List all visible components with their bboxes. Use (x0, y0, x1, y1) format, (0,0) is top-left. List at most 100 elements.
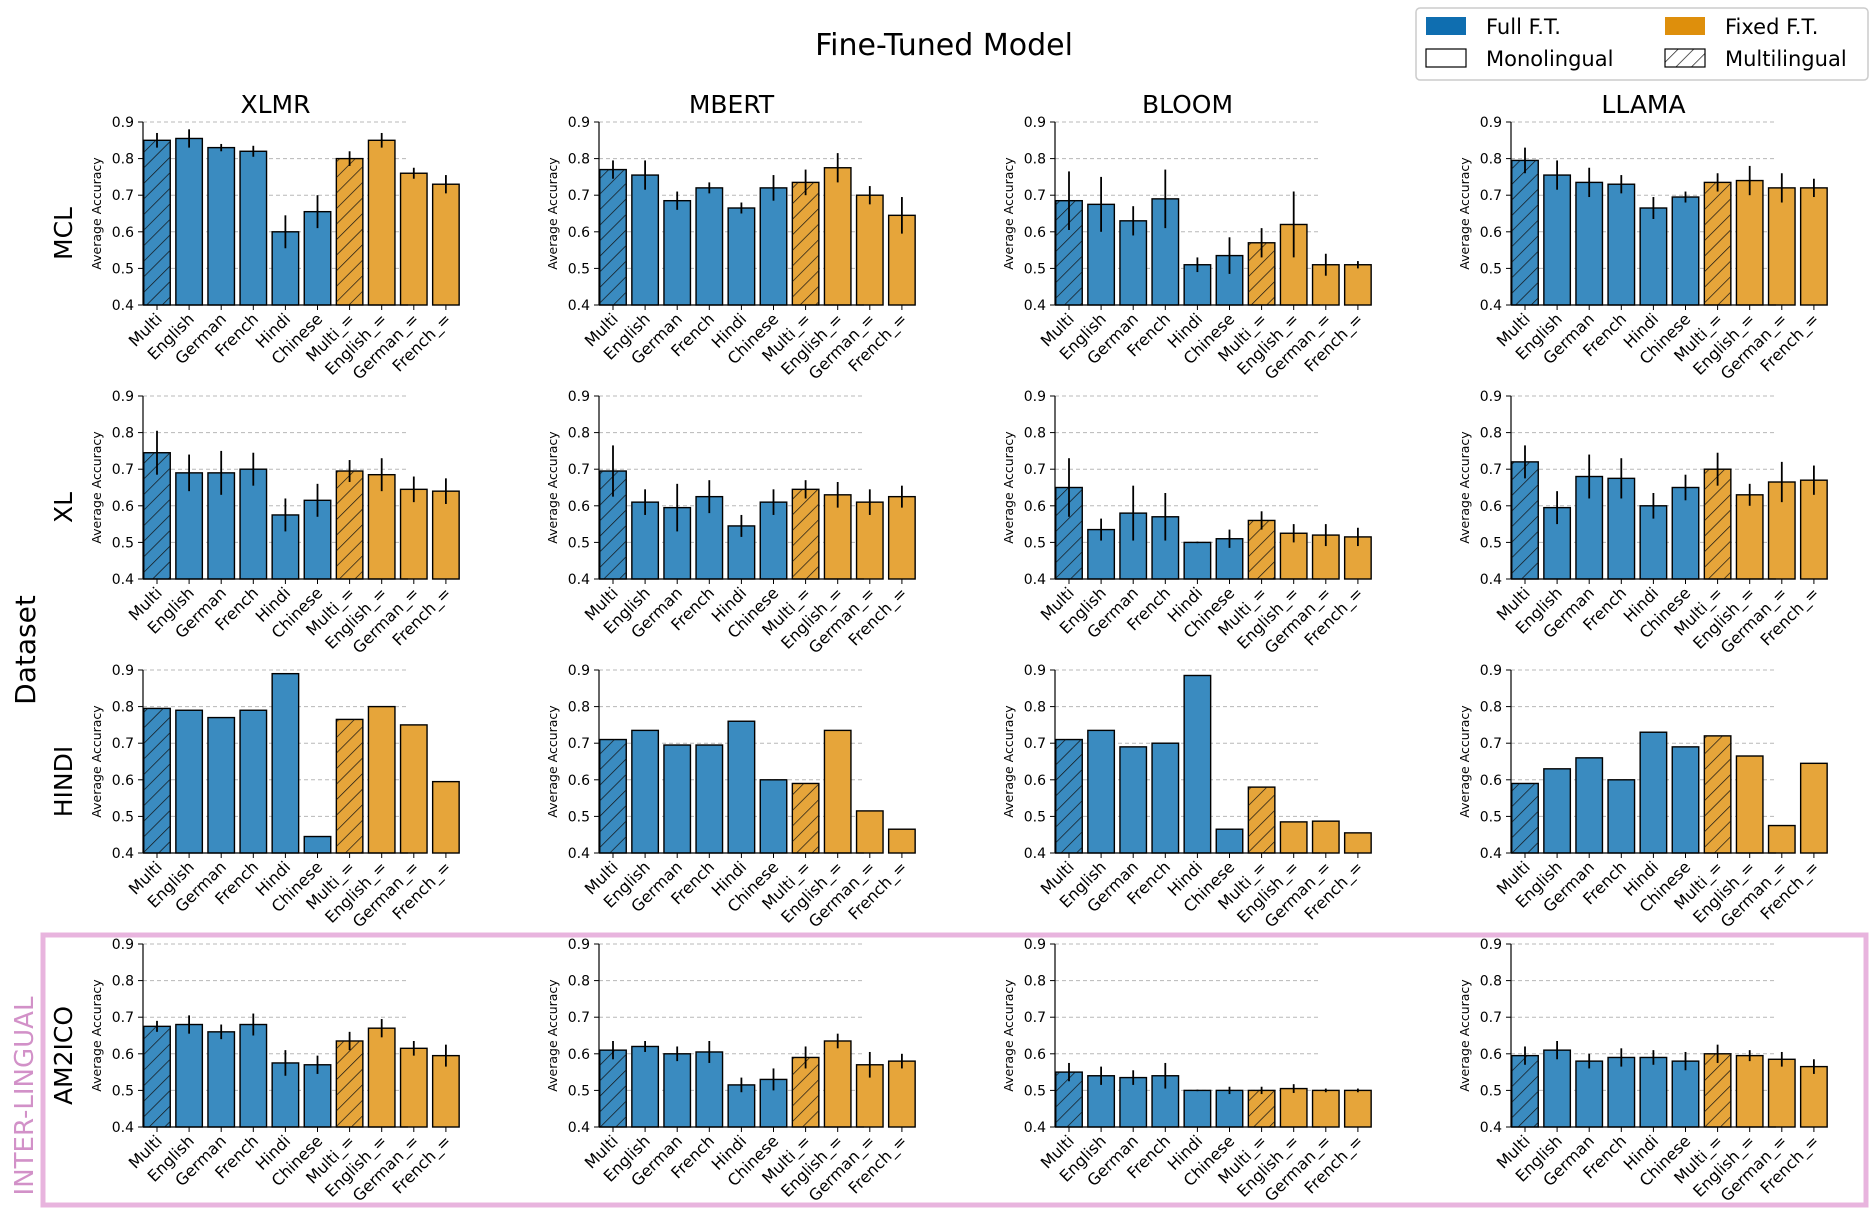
y-tick-label: 0.4 (1024, 1120, 1046, 1136)
bar-french (431, 183, 460, 306)
y-tick-label: 0.5 (1480, 261, 1502, 277)
bar-german (663, 1053, 692, 1128)
bar-multi-hatch (1704, 182, 1731, 305)
y-tick-label: 0.9 (1480, 115, 1502, 131)
bar-french (1607, 183, 1636, 306)
bar-english (1735, 755, 1764, 854)
bar-german (1311, 1089, 1340, 1128)
dataset-axis-label: Dataset (9, 595, 42, 705)
bar-multi-hatch (1055, 739, 1083, 853)
y-tick-label: 0.4 (1024, 298, 1046, 314)
bar-german (399, 724, 428, 854)
bar-multi-hatch (1511, 783, 1539, 853)
bar-multi-hatch (1704, 1053, 1731, 1127)
y-tick-label: 0.6 (112, 225, 134, 241)
y-tick-label: 0.5 (1024, 1083, 1046, 1099)
y-tick-label: 0.4 (1480, 846, 1502, 862)
bar-multi-hatch (792, 182, 819, 305)
bar-english (367, 139, 396, 306)
inter-lingual-label: INTER-LINGUAL (10, 996, 40, 1195)
bar-multi-hatch (143, 140, 171, 305)
model-title-bloom: BLOOM (1142, 90, 1233, 119)
bar-hindi (1183, 1089, 1212, 1128)
y-tick-label: 0.4 (112, 1120, 134, 1136)
y-tick-label: 0.8 (568, 152, 590, 168)
y-tick-label: 0.7 (112, 736, 134, 752)
y-tick-label: 0.9 (568, 937, 590, 953)
bar-french (431, 1054, 460, 1128)
y-tick-label: 0.9 (112, 937, 134, 953)
y-tick-label: 0.8 (568, 426, 590, 442)
dataset-label-xl: XL (49, 492, 78, 523)
bar-french (887, 214, 916, 306)
y-tick-label: 0.4 (112, 298, 134, 314)
y-tick-label: 0.4 (1024, 846, 1046, 862)
bar-multi-hatch (1511, 160, 1539, 305)
bar-multi-hatch (792, 1057, 819, 1127)
y-tick-label: 0.8 (1480, 152, 1502, 168)
y-axis-label: Average Accuracy (1001, 431, 1016, 544)
bar-multi-hatch (336, 158, 363, 305)
bar-hindi (1639, 731, 1668, 854)
bar-english (175, 709, 204, 854)
bar-english (1279, 1087, 1308, 1128)
bar-multi-hatch (1511, 461, 1539, 579)
y-tick-label: 0.7 (1024, 462, 1046, 478)
y-tick-label: 0.8 (1480, 426, 1502, 442)
bar-german (207, 716, 236, 854)
bar-french (1799, 1065, 1828, 1128)
y-tick-label: 0.9 (568, 115, 590, 131)
bar-english (631, 729, 660, 854)
y-axis-label: Average Accuracy (89, 705, 104, 818)
legend-multilingual-swatch (1664, 48, 1706, 68)
figure-title: Fine-Tuned Model (815, 28, 1073, 63)
y-axis-label: Average Accuracy (1457, 431, 1472, 544)
y-tick-label: 0.6 (112, 1047, 134, 1063)
y-tick-label: 0.9 (1024, 389, 1046, 405)
bar-chinese (303, 1064, 332, 1128)
bar-german (663, 744, 692, 854)
legend-multilingual-label: Multilingual (1725, 47, 1847, 71)
legend-monolingual-label: Monolingual (1486, 47, 1613, 71)
y-tick-label: 0.7 (568, 188, 590, 204)
bar-german (1575, 757, 1604, 854)
bar-french (695, 744, 724, 854)
y-tick-label: 0.9 (112, 663, 134, 679)
bar-french (1343, 1089, 1372, 1128)
y-tick-label: 0.8 (1024, 426, 1046, 442)
bar-chinese (1671, 196, 1700, 306)
y-tick-label: 0.7 (1480, 462, 1502, 478)
model-title-llama: LLAMA (1601, 90, 1685, 119)
y-tick-label: 0.7 (1024, 188, 1046, 204)
y-tick-label: 0.4 (1480, 572, 1502, 588)
bar-german (1767, 1058, 1796, 1128)
y-axis-label: Average Accuracy (1001, 979, 1016, 1092)
bar-french (431, 780, 460, 854)
bar-chinese (1671, 486, 1700, 580)
bar-english (823, 494, 852, 580)
y-axis-label: Average Accuracy (545, 705, 560, 818)
y-tick-label: 0.7 (1480, 188, 1502, 204)
y-tick-label: 0.9 (112, 389, 134, 405)
bar-chinese (1671, 746, 1700, 854)
y-tick-label: 0.7 (568, 462, 590, 478)
y-tick-label: 0.9 (1024, 115, 1046, 131)
bar-german (855, 810, 884, 854)
y-tick-label: 0.8 (1024, 974, 1046, 990)
legend-fixed-ft-swatch (1665, 17, 1705, 35)
bar-multi-hatch (1704, 469, 1731, 579)
bar-chinese (303, 835, 332, 854)
bar-hindi (271, 672, 300, 854)
y-tick-label: 0.6 (1480, 773, 1502, 789)
y-tick-label: 0.7 (568, 736, 590, 752)
y-tick-label: 0.7 (1480, 1010, 1502, 1026)
y-tick-label: 0.5 (568, 1083, 590, 1099)
bar-german (399, 488, 428, 580)
bar-french (695, 187, 724, 306)
bar-german (855, 194, 884, 306)
y-tick-label: 0.5 (1024, 809, 1046, 825)
